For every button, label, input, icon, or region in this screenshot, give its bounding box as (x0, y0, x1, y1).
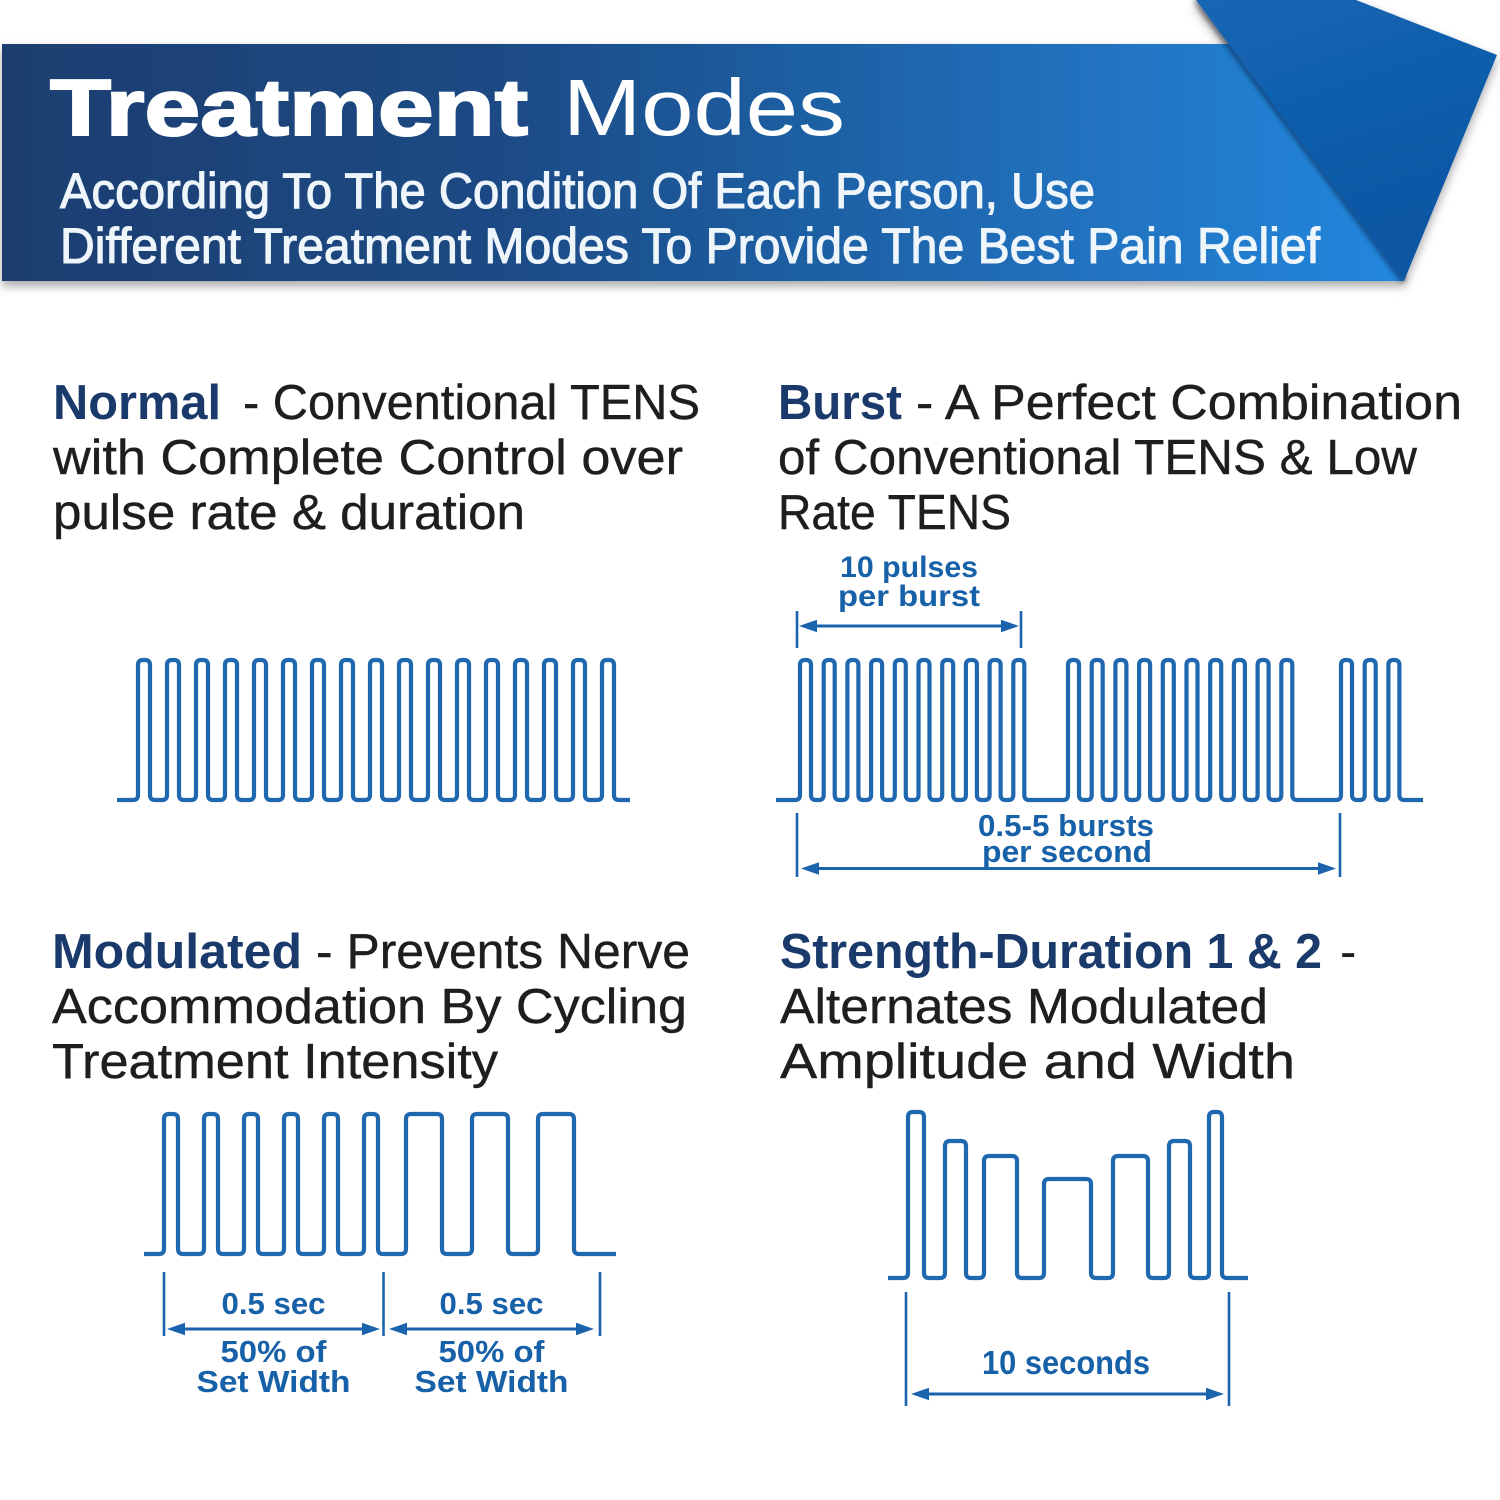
svg-text:per burst: per burst (838, 580, 980, 613)
svg-text:Treatment: Treatment (50, 63, 528, 152)
svg-text:- A Perfect Combination: - A Perfect Combination (916, 376, 1462, 430)
svg-text:10 pulses: 10 pulses (840, 551, 978, 584)
svg-text:Set Width: Set Width (197, 1364, 351, 1399)
svg-text:per second: per second (982, 834, 1152, 869)
svg-text:Burst: Burst (778, 376, 902, 430)
svg-text:Modulated: Modulated (52, 925, 302, 979)
svg-text:Rate TENS: Rate TENS (778, 486, 1011, 540)
svg-text:According To The Condition Of: According To The Condition Of Each Perso… (60, 163, 1095, 219)
svg-text:0.5-5 bursts: 0.5-5 bursts (978, 808, 1154, 843)
svg-text:pulse rate & duration: pulse rate & duration (53, 486, 525, 540)
svg-text:of Conventional TENS & Low: of Conventional TENS & Low (778, 431, 1418, 485)
svg-text:Alternates Modulated: Alternates Modulated (780, 980, 1268, 1034)
svg-text:-: - (1340, 925, 1356, 979)
svg-text:10 seconds: 10 seconds (982, 1344, 1150, 1381)
svg-text:50% of: 50% of (221, 1334, 328, 1369)
svg-text:Strength-Duration 1 & 2: Strength-Duration 1 & 2 (780, 925, 1322, 979)
svg-text:- Prevents Nerve: - Prevents Nerve (316, 925, 690, 979)
svg-text:Different Treatment Modes To P: Different Treatment Modes To Provide The… (60, 218, 1320, 274)
svg-text:50% of: 50% of (439, 1334, 546, 1369)
svg-text:with Complete Control over: with Complete Control over (52, 431, 683, 485)
svg-text:Amplitude and Width: Amplitude and Width (780, 1035, 1295, 1089)
svg-text:Set Width: Set Width (415, 1364, 569, 1399)
svg-text:0.5 sec: 0.5 sec (440, 1286, 544, 1321)
svg-text:0.5 sec: 0.5 sec (222, 1286, 326, 1321)
svg-text:Treatment Intensity: Treatment Intensity (52, 1035, 499, 1089)
svg-text:Accommodation By Cycling: Accommodation By Cycling (52, 980, 687, 1034)
svg-text:Modes: Modes (563, 63, 845, 152)
svg-text:Normal: Normal (53, 376, 221, 430)
svg-text:- Conventional TENS: - Conventional TENS (243, 376, 700, 430)
